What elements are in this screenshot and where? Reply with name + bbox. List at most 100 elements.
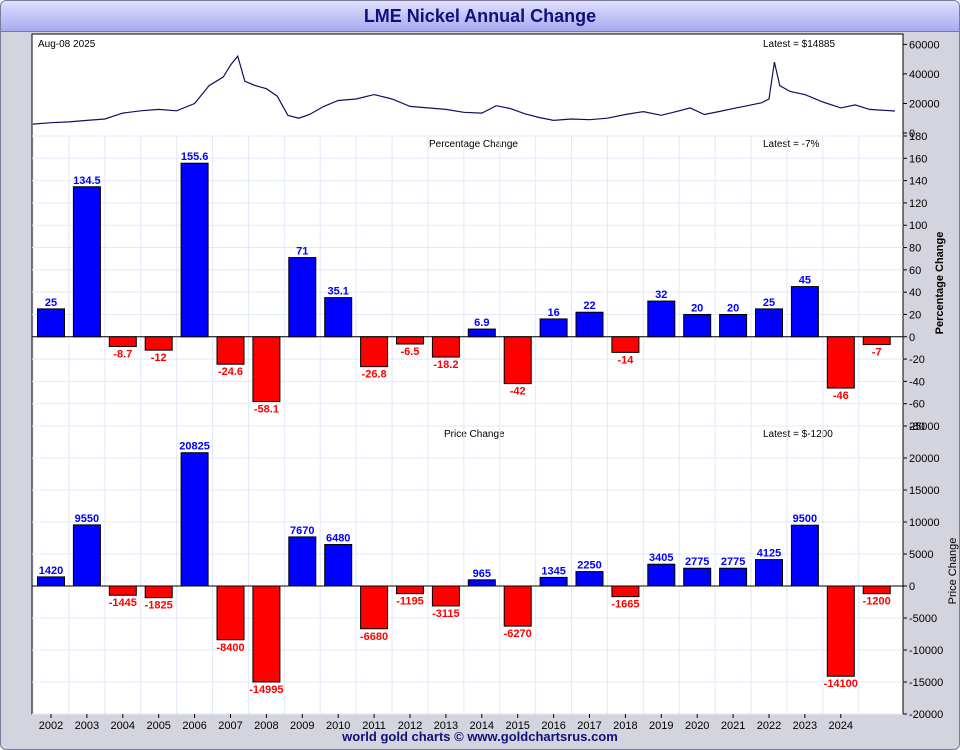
percentage-y-tick-label: -20 [909,354,925,366]
price-change-bar [790,524,819,587]
price-panel: Aug-08 2025 Latest = $14885 0 20000 40000 6… [31,33,940,140]
percentage-plot-area [31,135,904,427]
percentage-bar [180,162,209,338]
price-y-tick-label: 40000 [909,69,940,81]
price-change-bar [144,585,173,599]
percentage-y-tick-label: 140 [909,176,927,188]
percentage-y-tick-label: 40 [909,287,921,299]
x-tick-label: 2003 [75,720,99,732]
x-tick-label: 2008 [254,720,278,732]
price-change-bar [396,585,424,595]
percentage-bar-value-label: 32 [655,289,667,301]
x-tick-label: 2019 [649,720,673,732]
price-change-bar-value-label: 9550 [75,513,99,525]
percentage-bar [288,257,317,338]
x-tick-label: 2006 [182,720,206,732]
percentage-bar [144,336,173,351]
price-y-tick-label: 60000 [909,39,940,51]
x-tick-label: 2015 [505,720,529,732]
price-change-bar [755,559,783,587]
price-change-bar [862,585,891,595]
x-tick-label: 2011 [362,720,386,732]
price-change-bar [37,576,65,587]
x-tick-label: 2002 [39,720,63,732]
percentage-bar-value-label: -24.6 [218,366,243,378]
percentage-bars: 25 134.5 -8.7 -12 155.6 -24.6 -58.1 71 35.1 -26.8… [32,151,903,416]
price-change-y-tick-label: 10000 [909,517,940,529]
price-change-y-axis-title: Price Change [947,538,959,605]
percentage-panel: Percentage Change Latest = -7% 25 134.5 -8… [31,131,946,433]
price-change-bar [611,585,640,598]
percentage-bar [719,313,748,338]
percentage-bar-value-label: 22 [583,300,595,312]
price-change-bar-value-label: -3115 [432,608,460,620]
price-change-bar [324,544,353,587]
percentage-bar-value-label: -58.1 [254,404,279,416]
percentage-bar [503,336,532,385]
percentage-y-tick-label: -60 [909,399,925,411]
percentage-bar-value-label: 6.9 [474,317,489,329]
percentage-bar-value-label: -18.2 [433,359,458,371]
x-tick-label: 2021 [721,720,745,732]
price-change-y-tick-label: -15000 [909,677,943,689]
percentage-bar-value-label: -46 [833,390,849,402]
percentage-bar-value-label: 16 [547,307,559,319]
price-latest-label: Latest = $14885 [763,39,835,50]
price-change-bar-value-label: 3405 [649,552,673,564]
percentage-bar [37,308,65,338]
percentage-bar [790,286,819,338]
percentage-bar-value-label: -42 [510,386,526,398]
price-change-bar-value-label: -14995 [249,684,283,696]
price-change-bar-value-label: 7670 [290,525,314,537]
price-change-bar-value-label: -1445 [109,597,137,609]
price-change-y-tick-label: 5000 [909,549,933,561]
percentage-y-tick-label: 80 [909,243,921,255]
x-tick-label: 2014 [470,720,494,732]
percentage-y-tick-label: 0 [909,332,915,344]
x-tick-label: 2005 [146,720,170,732]
price-line [32,54,896,125]
x-tick-label: 2016 [541,720,565,732]
price-y-tick-label: 0 [909,128,915,140]
x-tick-label: 2012 [398,720,422,732]
price-y-axis: 0 20000 40000 60000 [903,39,940,140]
price-change-y-axis: 25000 20000 15000 10000 5000 0 -5000 -10000 -150… [903,421,943,721]
price-change-bar-value-label: -1195 [396,596,424,608]
percentage-bar [575,311,604,338]
percentage-bar [72,186,101,338]
price-change-bar [360,585,389,630]
percentage-bar [216,336,245,365]
price-change-panel-title: Price Change [444,429,505,440]
x-tick-label: 2024 [829,720,853,732]
percentage-bar-value-label: 155.6 [181,151,209,163]
percentage-y-tick-label: -40 [909,376,925,388]
price-change-bar [216,585,245,641]
percentage-bar-value-label: 134.5 [73,175,101,187]
date-label: Aug-08 2025 [38,39,96,50]
price-change-bar [288,536,317,587]
x-tick-label: 2007 [218,720,242,732]
percentage-bar-value-label: 71 [296,246,308,258]
price-change-bar-value-label: 2775 [721,556,745,568]
price-change-bar-value-label: -6270 [504,628,532,640]
percentage-bar-value-label: -8.7 [113,348,132,360]
x-tick-label: 2018 [613,720,637,732]
price-change-bar [719,567,748,587]
percentage-bar [611,336,640,353]
price-change-bar-value-label: 2250 [577,560,601,572]
percentage-bar [467,328,496,338]
percentage-y-axis-title: Percentage Change [934,232,946,335]
x-tick-label: 2023 [793,720,817,732]
price-change-bar [683,567,712,587]
price-change-bar-value-label: 1345 [541,565,565,577]
percentage-panel-title: Percentage Change [429,139,518,150]
price-change-y-tick-label: 20000 [909,453,940,465]
percentage-bar [647,300,676,338]
price-change-bar-value-label: 4125 [757,548,781,560]
percentage-bar-value-label: -7 [872,347,882,359]
price-change-y-tick-label: -5000 [909,613,937,625]
price-change-bar-value-label: -14100 [824,678,858,690]
price-change-bar [539,576,568,587]
price-change-bar-value-label: -1200 [863,596,891,608]
